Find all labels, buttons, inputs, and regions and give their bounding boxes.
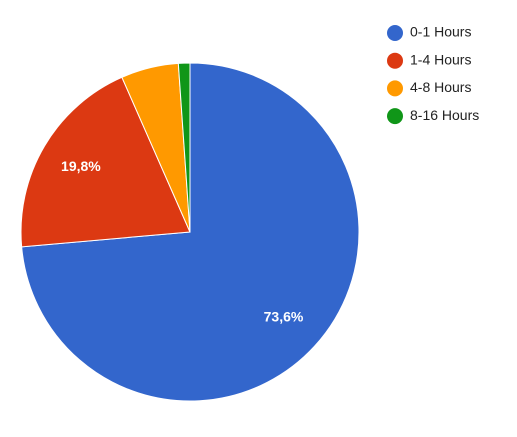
slice-label: 19,8%	[61, 158, 101, 174]
legend-marker	[387, 25, 403, 41]
legend-label: 8-16 Hours	[410, 107, 479, 123]
slice-label: 73,6%	[264, 308, 304, 324]
legend-label: 4-8 Hours	[410, 79, 471, 95]
legend-marker	[387, 52, 403, 69]
pie-slice	[177, 62, 191, 233]
legend-marker	[387, 108, 403, 125]
pie-slice	[20, 76, 191, 248]
legend-label: 0-1 Hours	[410, 24, 471, 40]
legend-marker	[387, 80, 403, 97]
legend-label: 1-4 Hours	[410, 51, 471, 67]
